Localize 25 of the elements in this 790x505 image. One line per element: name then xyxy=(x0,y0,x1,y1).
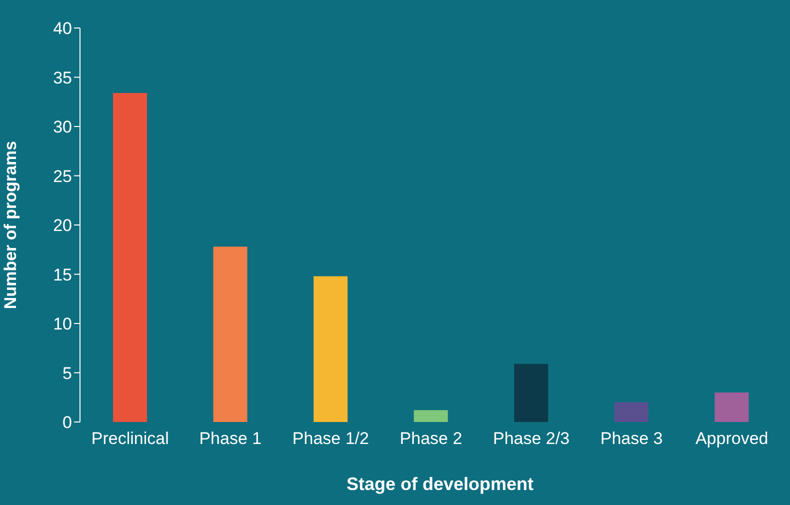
y-tick-label: 35 xyxy=(53,68,72,88)
y-tick-label: 15 xyxy=(53,265,72,284)
bar xyxy=(414,410,448,422)
bar xyxy=(314,276,348,422)
bar xyxy=(614,402,648,422)
x-tick-label: Phase 1/2 xyxy=(292,429,369,448)
x-tick-label: Preclinical xyxy=(91,429,169,448)
y-tick-label: 40 xyxy=(53,19,72,38)
x-tick-label: Phase 2 xyxy=(400,429,462,448)
bar xyxy=(113,93,147,422)
y-tick-label: 20 xyxy=(53,216,72,236)
y-tick-label: 10 xyxy=(53,314,72,334)
y-tick-label: 5 xyxy=(62,364,72,383)
bar xyxy=(514,364,548,422)
y-tick-label: 0 xyxy=(62,413,72,432)
bar xyxy=(714,392,749,422)
x-tick-label: Phase 1 xyxy=(199,429,262,448)
y-axis-title: Number of programs xyxy=(1,140,20,310)
y-tick-label: 25 xyxy=(53,166,72,186)
y-tick-label: 30 xyxy=(53,118,72,137)
x-tick-label: Phase 3 xyxy=(600,429,663,448)
x-axis-title: Stage of development xyxy=(345,474,535,495)
x-tick-label: Approved xyxy=(695,429,768,448)
x-tick-label: Phase 2/3 xyxy=(493,429,570,448)
bar xyxy=(213,246,248,422)
